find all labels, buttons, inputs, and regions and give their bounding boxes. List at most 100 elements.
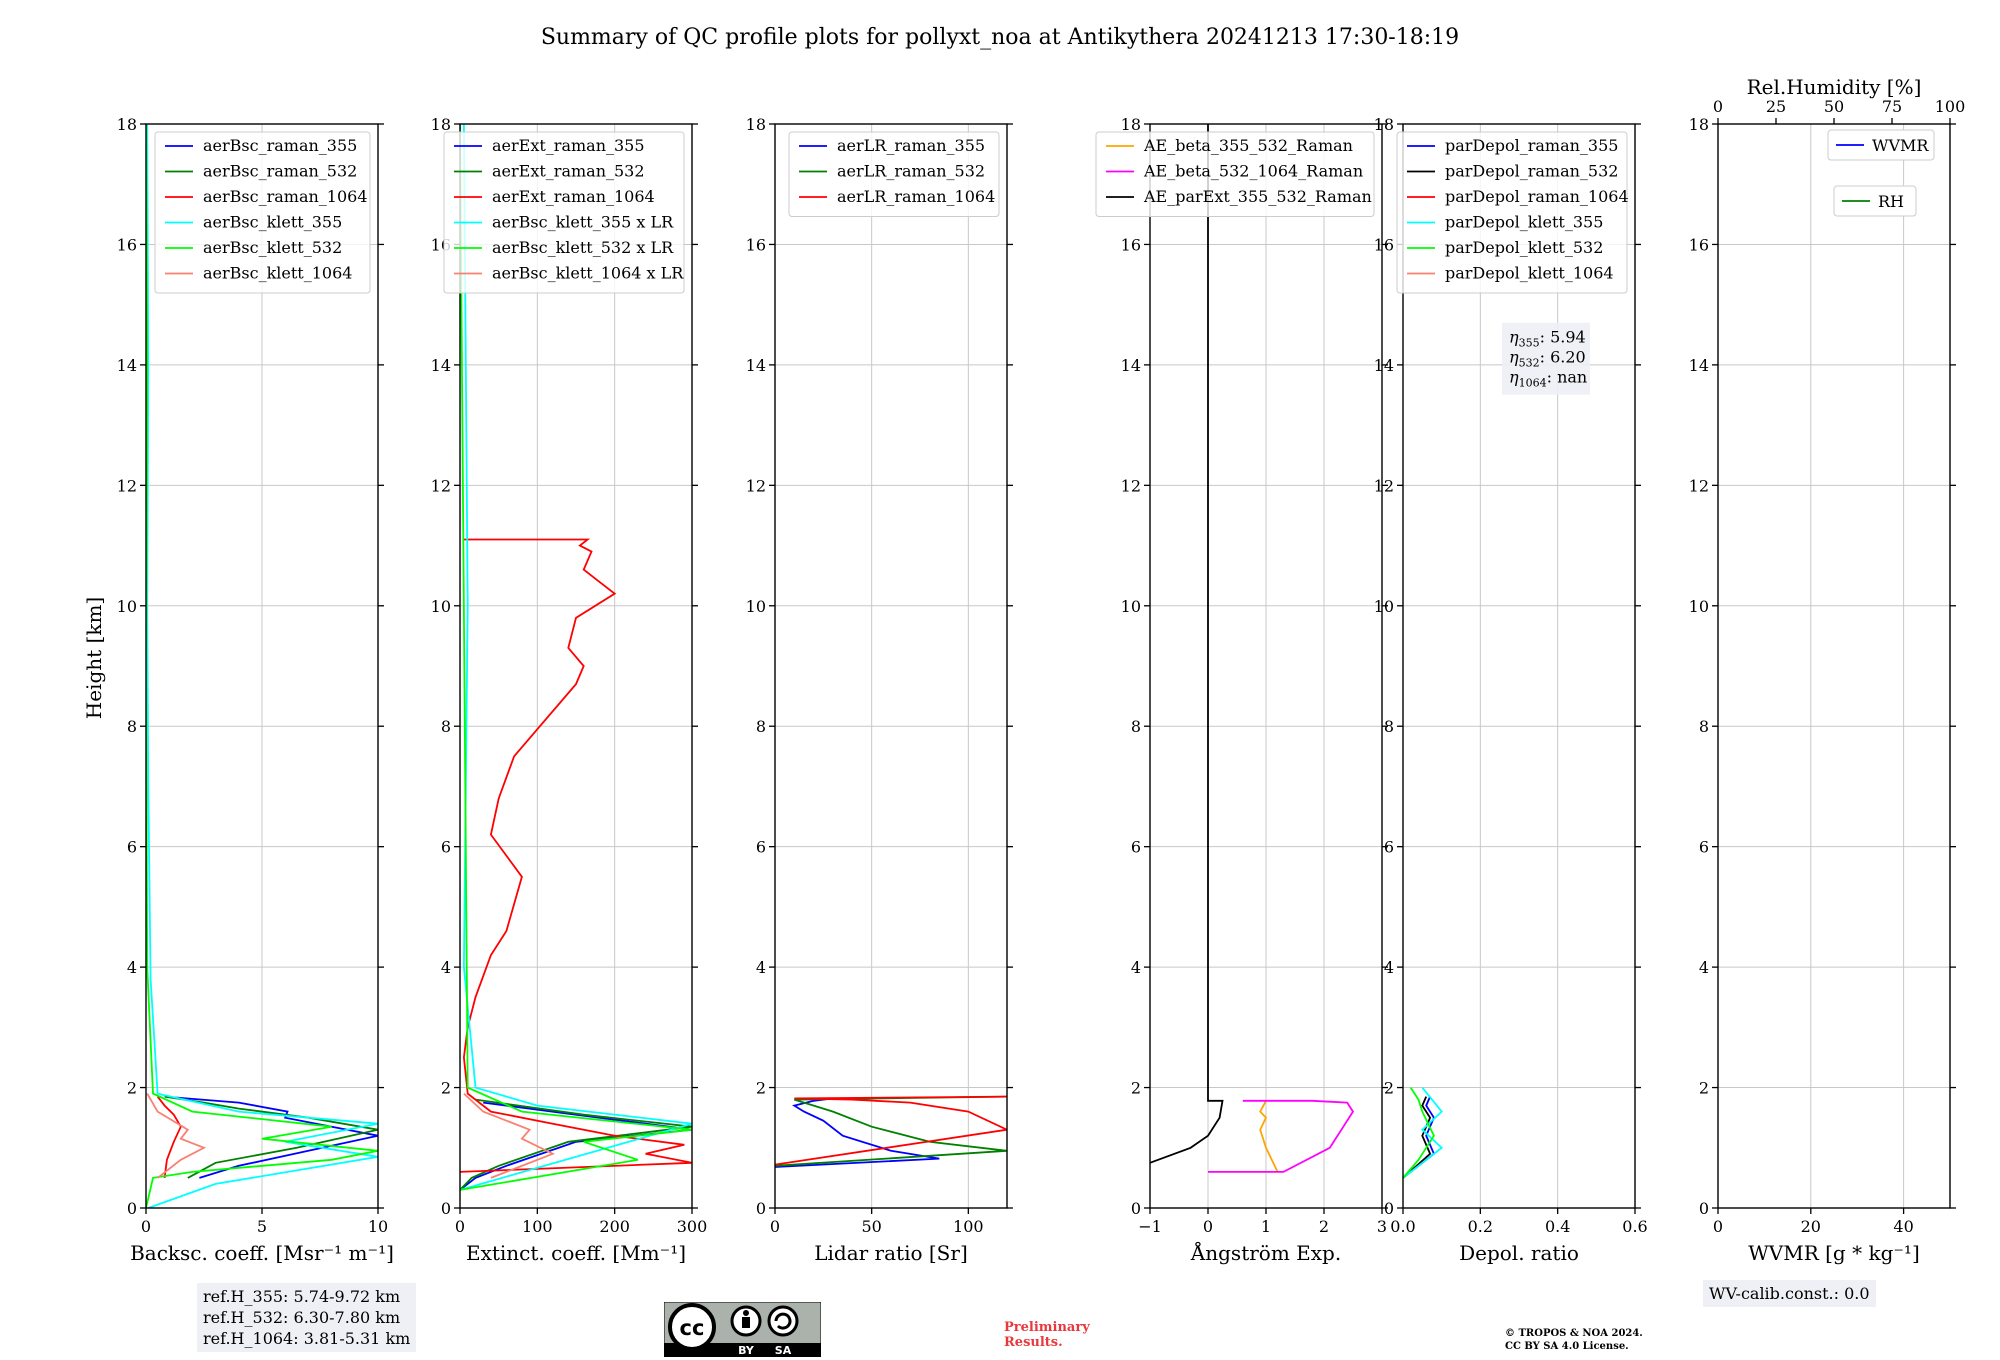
legend-label: parDepol_raman_355 (1445, 136, 1618, 155)
x-tick-label: 100 (953, 1217, 984, 1236)
y-tick-label: 0 (127, 1199, 137, 1218)
y-tick-label: 12 (1121, 476, 1141, 495)
by-label: BY (738, 1344, 755, 1357)
cc-icon: cc (668, 1303, 716, 1351)
legend-label: AE_beta_355_532_Raman (1143, 136, 1353, 155)
y-tick-label: 10 (1374, 597, 1394, 616)
legend-box (1827, 129, 1935, 161)
x-tick-label: 0 (770, 1217, 780, 1236)
legend-label: parDepol_raman_532 (1445, 162, 1618, 181)
legend-label: parDepol_raman_1064 (1445, 187, 1629, 206)
x-tick-label: 0 (1203, 1217, 1213, 1236)
x-tick-label: 2 (1319, 1217, 1329, 1236)
legend-label: aerBsc_klett_1064 x LR (492, 264, 684, 283)
y-tick-label: 4 (756, 958, 766, 977)
x-tick-label: 20 (1801, 1217, 1821, 1236)
x-tick-label: 0 (455, 1217, 465, 1236)
by-icon (730, 1305, 762, 1337)
y-tick-label: 8 (441, 717, 451, 736)
y-tick-label: 16 (1121, 235, 1141, 254)
y-tick-label: 10 (1689, 597, 1709, 616)
series-line-aerLR_raman_1064 (775, 1095, 1007, 1166)
figure-title: Summary of QC profile plots for pollyxt_… (541, 25, 1459, 50)
y-tick-label: 6 (1699, 838, 1709, 857)
y-tick-label: 16 (1374, 235, 1394, 254)
y-tick-label: 18 (117, 115, 137, 134)
x-tick-label: 3 (1377, 1217, 1387, 1236)
y-tick-label: 14 (1121, 356, 1141, 375)
panel-5: 0 2 4 6 8 10 12 14 16 18 0.0 0.2 0.4 0.6 Depol. ratio p… (1374, 115, 1648, 1265)
x-tick-label: 0 (1713, 1217, 1723, 1236)
series-line-AE_beta_532_1064_Raman (1208, 1099, 1355, 1173)
series-line-aerLR_raman_532 (775, 1095, 1007, 1167)
svg-text:cc: cc (680, 1316, 705, 1340)
y-tick-label: 4 (1384, 958, 1394, 977)
series-line-aerBsc_klett_532 (146, 124, 378, 1208)
legend-box (443, 131, 685, 294)
ref-height-532: ref.H_532: 6.30-7.80 km (203, 1308, 401, 1327)
axes-frame (145, 123, 379, 1209)
legend-label: aerBsc_raman_355 (203, 136, 357, 155)
x2-tick-label: 75 (1882, 97, 1902, 116)
y-tick-label: 6 (441, 838, 451, 857)
copyright-line-1: © TROPOS & NOA 2024. (1505, 1328, 1643, 1339)
legend-label: aerBsc_klett_532 (203, 238, 342, 257)
x-tick-label: −1 (1138, 1217, 1162, 1236)
series-group (460, 124, 692, 1191)
cc-by-sa-badge: cc BY SA (664, 1302, 821, 1357)
x-tick-label: 10 (368, 1217, 388, 1236)
x-tick-label: 0.6 (1622, 1217, 1647, 1236)
y-tick-label: 14 (746, 356, 766, 375)
y-tick-label: 6 (756, 838, 766, 857)
x-tick-label: 1 (1261, 1217, 1271, 1236)
legend-label: parDepol_klett_532 (1445, 238, 1603, 257)
legend-label: WVMR (1872, 136, 1929, 155)
preliminary-line-1: Preliminary (1004, 1320, 1090, 1335)
legend: WVMR RH (1827, 129, 1935, 217)
series-line-aerBsc_klett_355 (146, 124, 378, 1208)
y-tick-label: 8 (1131, 717, 1141, 736)
y-tick-label: 2 (1699, 1079, 1709, 1098)
x-tick-label: 5 (257, 1217, 267, 1236)
x-tick-label: 0.4 (1545, 1217, 1570, 1236)
y-tick-label: 12 (1689, 476, 1709, 495)
y-tick-label: 18 (1374, 115, 1394, 134)
y-tick-label: 2 (756, 1079, 766, 1098)
sa-icon (767, 1305, 799, 1337)
ref-height-355: ref.H_355: 5.74-9.72 km (203, 1287, 401, 1306)
x-tick-label: 0.2 (1468, 1217, 1493, 1236)
axes-frame (459, 123, 693, 1209)
wv-calibration-box: WV-calib.const.: 0.0 (1703, 1280, 1876, 1307)
legend: parDepol_raman_355 parDepol_raman_532 parD… (1396, 131, 1629, 294)
y-tick-label: 10 (746, 597, 766, 616)
y-tick-label: 0 (1384, 1199, 1394, 1218)
sa-label: SA (775, 1344, 792, 1357)
annotation-line: η532: 6.20 (1509, 348, 1586, 370)
x2-tick-label: 0 (1713, 97, 1723, 116)
series-line-AE_parExt_355_532_Raman (1150, 124, 1224, 1164)
legend-label: aerExt_raman_532 (492, 162, 645, 181)
y-tick-label: 8 (1384, 717, 1394, 736)
panel-1: 0 2 4 6 8 10 12 14 16 18 0 5 10 Backsc. coeff. [Msr⁻¹… (117, 115, 394, 1265)
x2-tick-label: 25 (1766, 97, 1786, 116)
legend-label: aerExt_raman_355 (492, 136, 645, 155)
annotation-line: η355: 5.94 (1509, 328, 1586, 350)
series-line-parDepol_klett_355 (1403, 1087, 1444, 1179)
legend-label: aerLR_raman_1064 (837, 187, 995, 206)
y-tick-label: 16 (746, 235, 766, 254)
y-tick-label: 18 (431, 115, 451, 134)
y-tick-label: 6 (1131, 838, 1141, 857)
copyright-note: © TROPOS & NOA 2024. CC BY SA 4.0 Licens… (1505, 1327, 1643, 1353)
legend: aerLR_raman_355 aerLR_raman_532 aerLR_rama… (788, 131, 1000, 217)
y-tick-label: 4 (1131, 958, 1141, 977)
legend-label: AE_beta_532_1064_Raman (1143, 162, 1363, 181)
series-line-parDepol_klett_532 (1403, 1087, 1435, 1179)
y-tick-label: 6 (1384, 838, 1394, 857)
x-axis-label: Depol. ratio (1459, 1241, 1579, 1265)
legend: AE_beta_355_532_Raman AE_beta_532_1064_Ra… (1095, 131, 1375, 217)
y-tick-label: 12 (117, 476, 137, 495)
